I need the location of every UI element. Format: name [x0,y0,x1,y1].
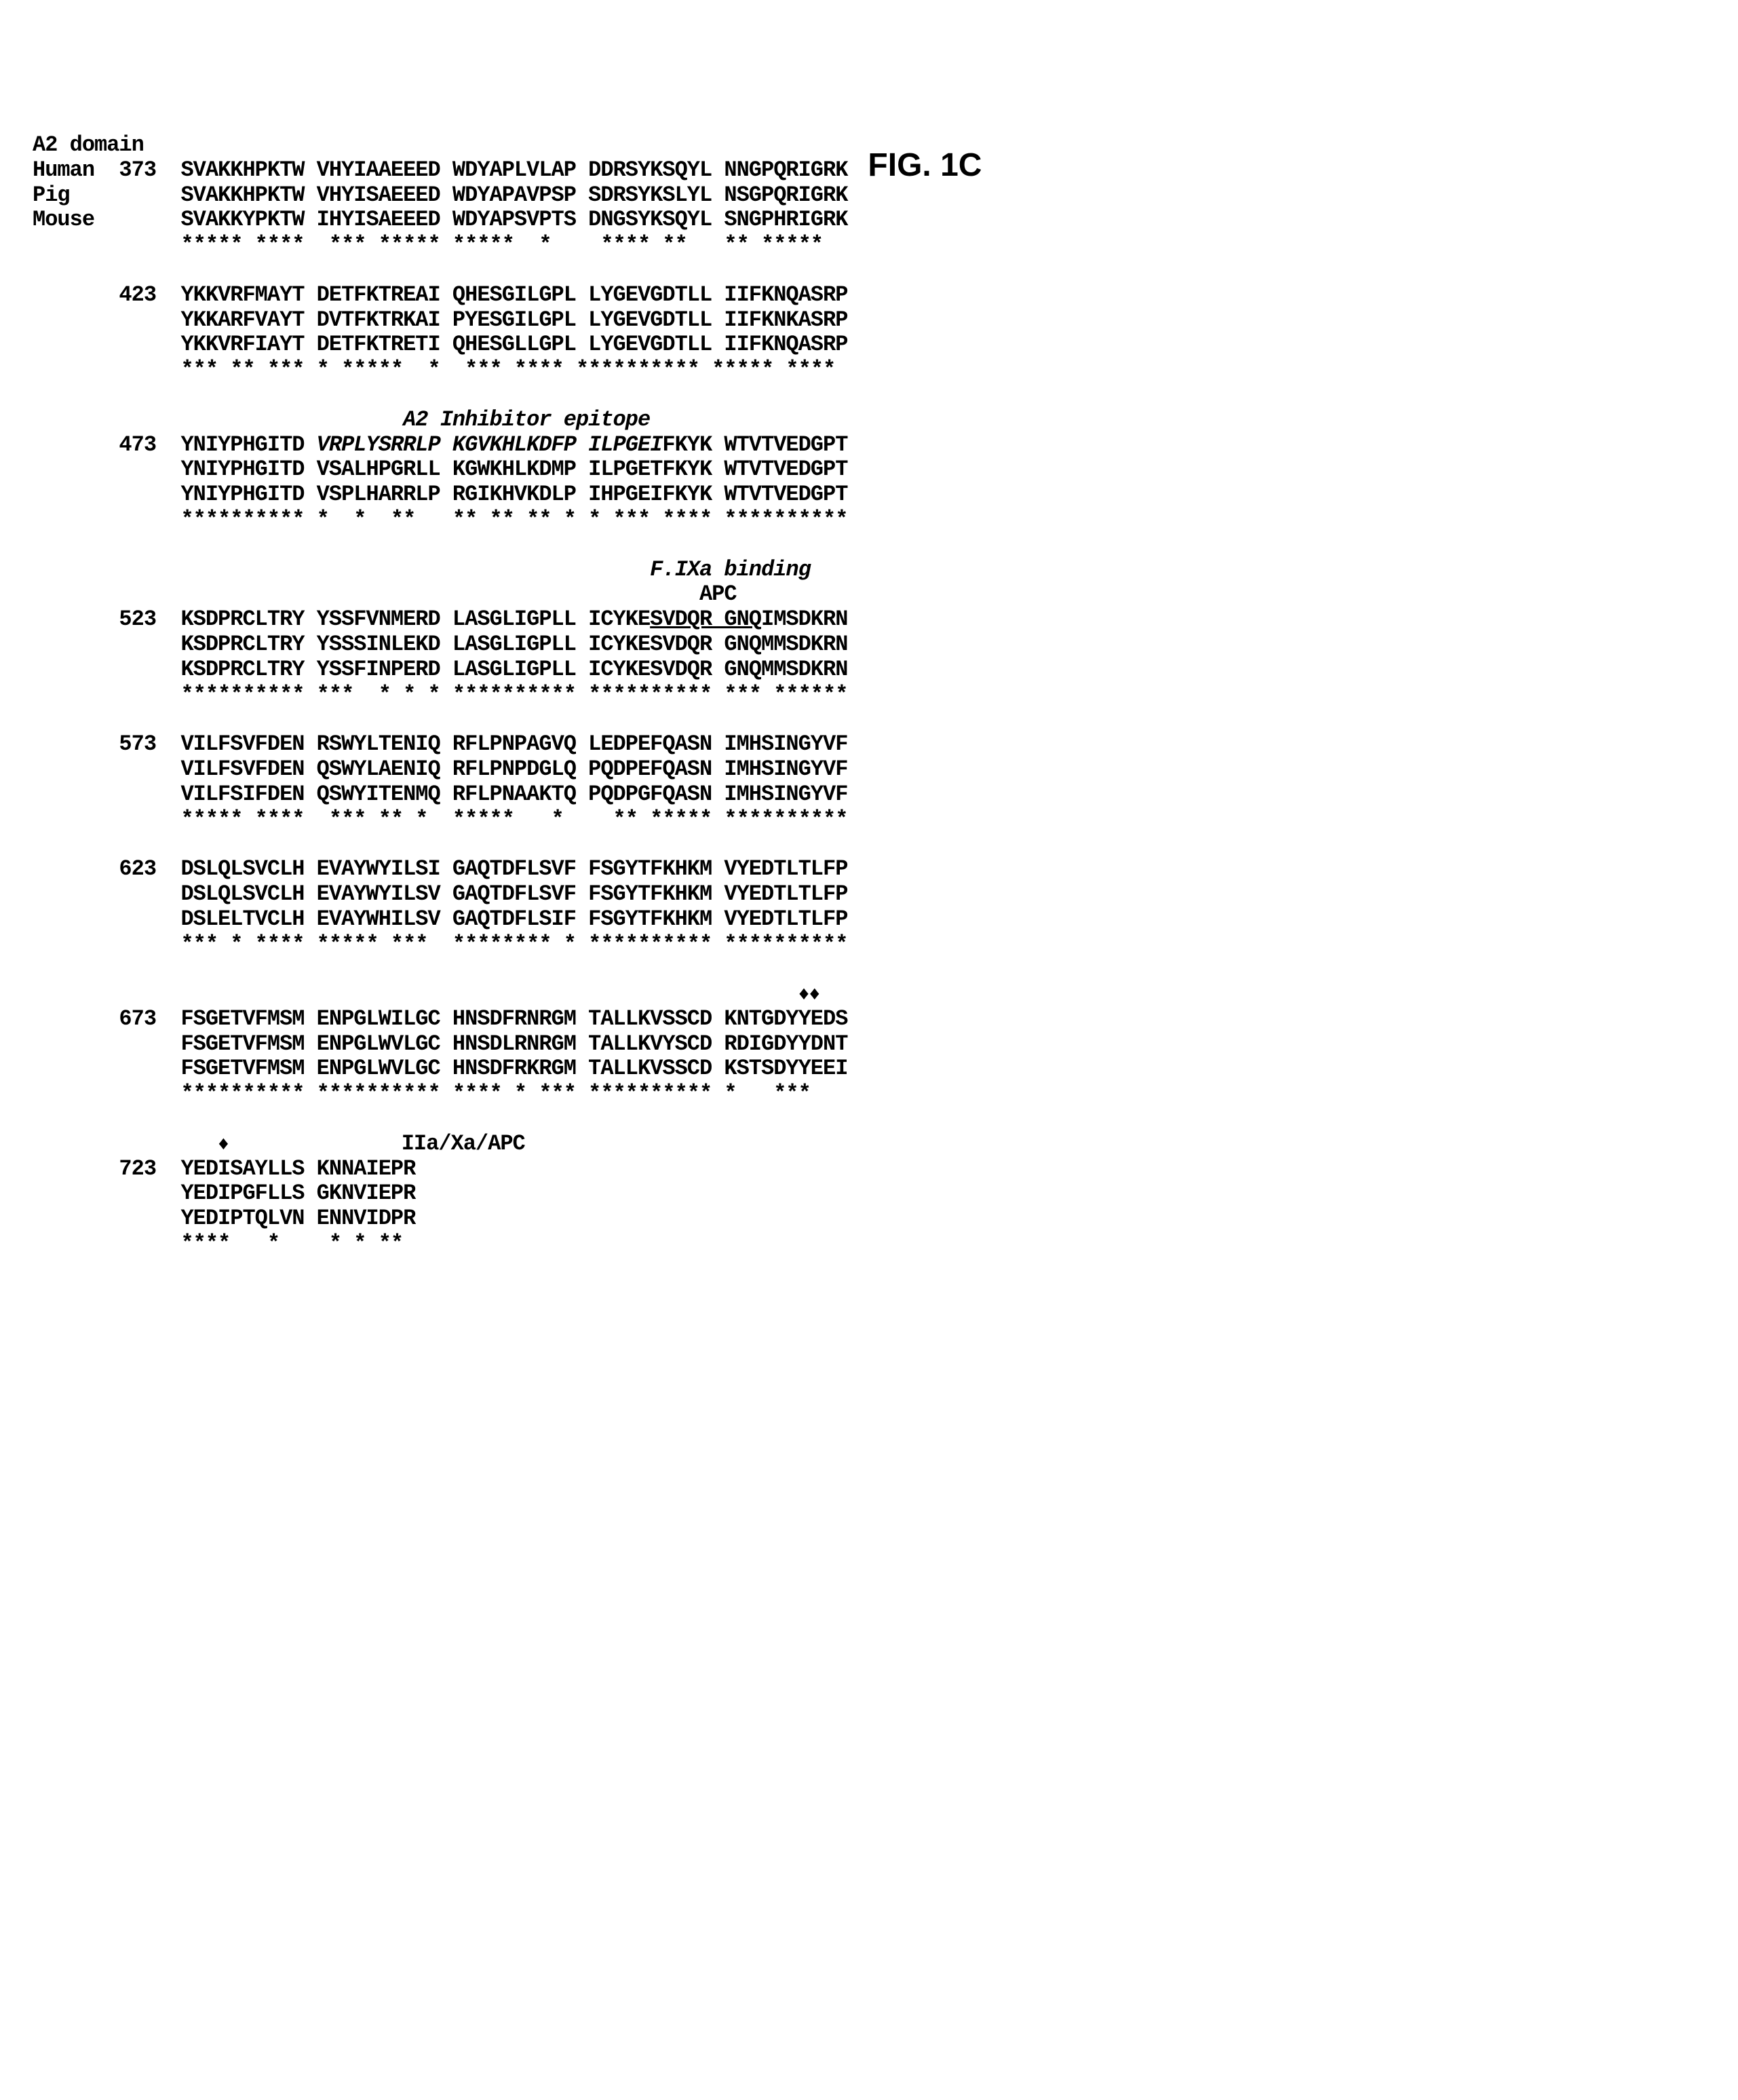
sequence-row: YNIYPHGITD VSPLHARRLP RGIKHVKDLP IHPGEIF… [180,482,847,507]
sequence-row: KSDPRCLTRY YSSSINLEKD LASGLIGPLL ICYKESV… [180,632,847,657]
sequence-row: FSGETVFMSM ENPGLWVLGC HNSDFRKRGM TALLKVS… [180,1056,847,1081]
diamond-marker: ♦♦ [798,985,820,1006]
consensus-row: ***** **** *** ** * ***** * ** ***** ***… [180,807,847,832]
consensus-row: *** * **** ***** *** ******** * ********… [180,932,847,957]
sequence-row: KSDPRCLTRY YSSFINPERD LASGLIGPLL ICYKESV… [180,657,847,682]
sequence-row: DSLQLSVCLH EVAYWYILSV GAQTDFLSVF FSGYTFK… [180,881,847,906]
diamond-marker: ♦ [218,1134,229,1156]
sequence-row: FSGETVFMSM ENPGLWVLGC HNSDLRNRGM TALLKVY… [180,1031,847,1056]
consensus-row: ********** *** * * * ********** ********… [180,682,847,707]
sequence-row: FSGETVFMSM ENPGLWILGC HNSDFRNRGM TALLKVS… [180,1006,847,1031]
annotation: F.IXa binding [650,557,811,582]
figure-label: FIG. 1C [847,133,982,184]
sequence-row: YEDIPTQLVN ENNVIDPR [180,1206,415,1231]
annotation: IIa/Xa/APC [402,1131,525,1156]
annotation: A2 Inhibitor epitope [403,407,650,432]
sequence-row: YKKARFVAYT DVTFKTRKAI PYESGILGPL LYGEVGD… [180,307,847,332]
domain-header: A2 domain [33,132,144,157]
consensus-row: **** * * * ** [180,1231,403,1256]
sequence-row: KSDPRCLTRY YSSFVNMERD LASGLIGPLL ICYKESV… [180,607,847,632]
sequence-row: YEDISAYLLS KNNAIEPR [180,1156,415,1181]
sequence-row: DSLQLSVCLH EVAYWYILSI GAQTDFLSVF FSGYTFK… [180,856,847,881]
sequence-row: YKKVRFIAYT DETFKTRETI QHESGLLGPL LYGEVGD… [180,332,847,357]
annotation: APC [699,581,737,607]
sequence-row: YEDIPGFLLS GKNVIEPR [180,1181,415,1206]
sequence-row: YKKVRFMAYT DETFKTREAI QHESGILGPL LYGEVGD… [180,282,847,307]
sequence-row: VILFSIFDEN QSWYITENMQ RFLPNAAKTQ PQDPGFQ… [180,782,847,807]
sequence-row: YNIYPHGITD VSALHPGRLL KGWKHLKDMP ILPGETF… [180,457,847,482]
sequence-row: VILFSVFDEN RSWYLTENIQ RFLPNPAGVQ LEDPEFQ… [180,731,847,757]
sequence-row: YNIYPHGITD VRPLYSRRLP KGVKHLKDFP ILPGEIF… [180,432,847,457]
consensus-row: ********** ********** **** * *** *******… [180,1081,810,1106]
sequence-row: VILFSVFDEN QSWYLAENIQ RFLPNPDGLQ PQDPEFQ… [180,757,847,782]
consensus-row: ********** * * ** ** ** ** * * *** **** … [180,507,847,532]
consensus-row: *** ** *** * ***** * *** **** **********… [180,357,835,382]
sequence-row: DSLELTVCLH EVAYWHILSV GAQTDFLSIF FSGYTFK… [180,906,847,932]
